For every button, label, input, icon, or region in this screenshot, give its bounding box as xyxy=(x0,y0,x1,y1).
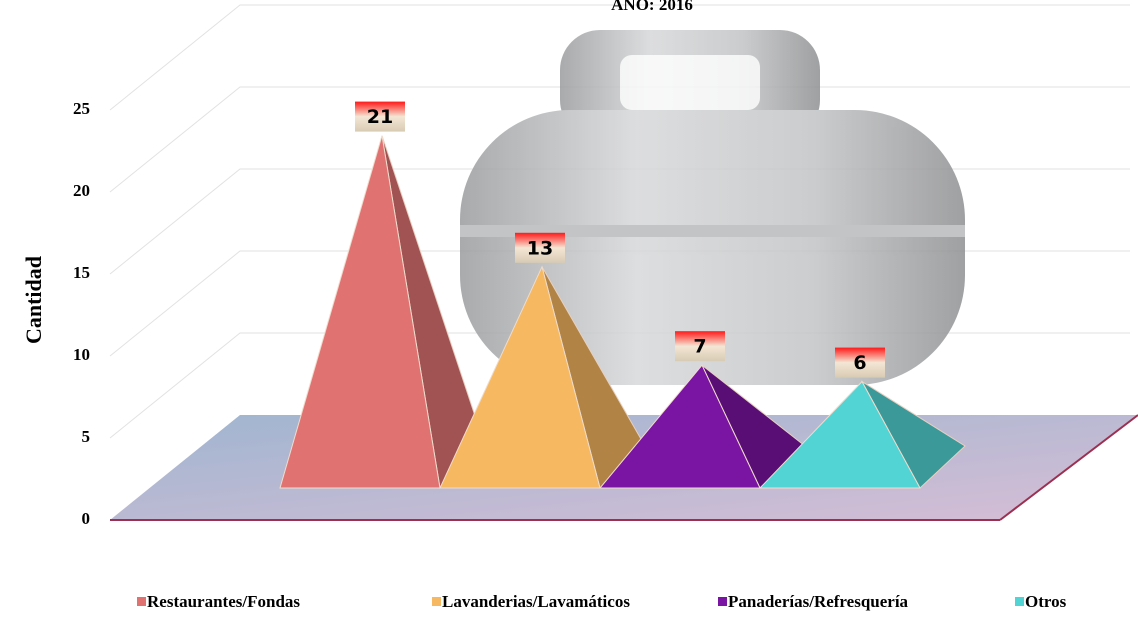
y-tick-label: 25 xyxy=(73,99,90,118)
data-label: 13 xyxy=(527,237,553,259)
legend-swatch xyxy=(432,597,441,606)
legend-swatch xyxy=(1015,597,1024,606)
legend-swatch xyxy=(718,597,727,606)
y-tick-label: 20 xyxy=(73,181,90,200)
data-label: 21 xyxy=(367,106,393,128)
y-tick-label: 0 xyxy=(82,509,91,528)
legend-swatch xyxy=(137,597,146,606)
legend-label: Otros xyxy=(1025,592,1067,611)
y-tick-label: 10 xyxy=(73,345,90,364)
data-label: 6 xyxy=(853,352,866,374)
chart-title: AÑO: 2016 xyxy=(611,0,693,14)
legend-label: Panaderías/Refresquería xyxy=(728,592,909,611)
data-label: 7 xyxy=(693,336,706,358)
y-tick-label: 5 xyxy=(82,427,91,446)
y-tick-label: 15 xyxy=(73,263,90,282)
chart: AÑO: 2016 Cantidad 0 5 10 15 20 25 21 Restauran… xyxy=(0,0,1138,624)
legend-label: Lavanderias/Lavamáticos xyxy=(442,592,630,611)
legend-label: Restaurantes/Fondas xyxy=(147,592,300,611)
y-axis-title: Cantidad xyxy=(21,256,46,344)
